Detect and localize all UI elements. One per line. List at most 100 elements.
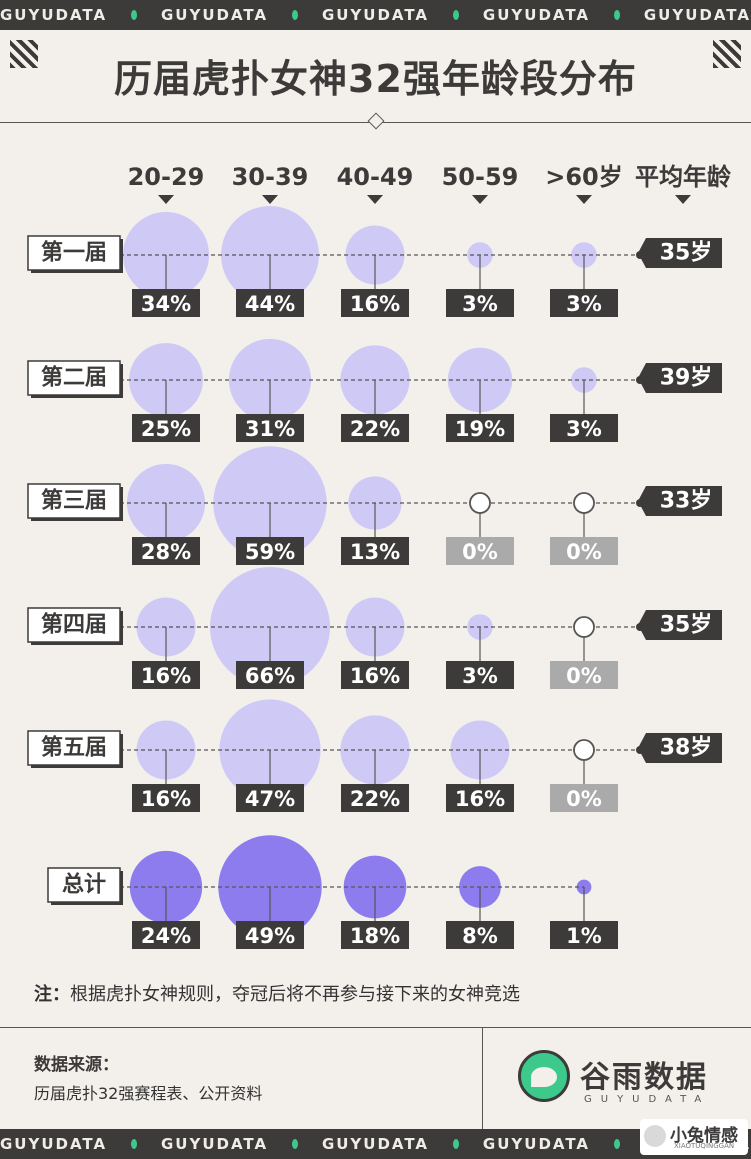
- value-label-bg: [236, 661, 304, 689]
- value-label-bg: [550, 784, 618, 812]
- dot-icon: [453, 1139, 459, 1149]
- value-label: 16%: [350, 664, 400, 688]
- value-label: 3%: [462, 292, 498, 316]
- value-label-bg: [341, 661, 409, 689]
- bottom-brand-band: GUYUDATA GUYUDATA GUYUDATA GUYUDATA GUYU…: [0, 1129, 751, 1159]
- value-label: 16%: [455, 787, 505, 811]
- row-label-box: [27, 235, 121, 271]
- average-tag: [638, 238, 722, 268]
- band-text: GUYUDATA: [160, 1135, 269, 1153]
- band-text: GUYUDATA: [0, 6, 108, 24]
- column-header: 50-59: [442, 163, 519, 191]
- value-label-bg: [341, 414, 409, 442]
- dot-icon: [614, 1139, 620, 1149]
- value-label-bg: [550, 537, 618, 565]
- average-value: 39岁: [660, 365, 713, 391]
- value-label-bg: [236, 289, 304, 317]
- watermark-text: 小兔情感: [670, 1126, 738, 1146]
- dot-icon: [131, 1139, 137, 1149]
- footnote: 注：根据虎扑女神规则，夺冠后将不再参与接下来的女神竞选: [34, 980, 520, 1006]
- value-label: 0%: [462, 540, 498, 564]
- value-label-bg: [550, 921, 618, 949]
- value-label-bg: [132, 921, 200, 949]
- arrow-down-icon: [262, 195, 278, 204]
- value-label: 16%: [141, 664, 191, 688]
- value-label-bg: [446, 537, 514, 565]
- value-label-bg: [550, 661, 618, 689]
- value-label-bg: [550, 414, 618, 442]
- top-brand-band: GUYUDATA GUYUDATA GUYUDATA GUYUDATA GUYU…: [0, 0, 751, 30]
- value-label: 66%: [245, 664, 295, 688]
- average-tag: [638, 363, 722, 393]
- row-label: 总计: [62, 872, 106, 898]
- dot-icon: [292, 10, 298, 20]
- average-tag: [638, 733, 722, 763]
- logo-name: 谷雨数据: [580, 1060, 708, 1095]
- row-label: 第二届: [41, 365, 107, 391]
- value-label-bg: [446, 921, 514, 949]
- value-label-bg: [236, 784, 304, 812]
- dot-icon: [453, 10, 459, 20]
- value-label: 3%: [566, 292, 602, 316]
- value-label: 1%: [566, 924, 602, 948]
- value-label: 31%: [245, 417, 295, 441]
- row-label: 第三届: [41, 488, 107, 514]
- face-icon: [644, 1125, 666, 1147]
- arrow-down-icon: [472, 195, 488, 204]
- empty-marker-icon: [573, 492, 595, 514]
- value-label: 25%: [141, 417, 191, 441]
- row-label-box: [27, 483, 121, 519]
- bubble-chart: 20-29 30-39 40-49 50-59 >60岁 平均年龄 34% 44% 16% 3% 3…: [27, 163, 732, 949]
- footnote-label: 注：: [34, 984, 70, 1005]
- value-label: 34%: [141, 292, 191, 316]
- value-label-bg: [341, 784, 409, 812]
- empty-marker-icon: [573, 616, 595, 638]
- value-label-bg: [446, 414, 514, 442]
- value-label-bg: [341, 921, 409, 949]
- value-label-bg: [341, 289, 409, 317]
- average-value: 35岁: [660, 612, 713, 638]
- value-label-bg: [132, 537, 200, 565]
- row-label-box: [27, 607, 121, 643]
- value-label-bg: [236, 921, 304, 949]
- arrow-down-icon: [367, 195, 383, 204]
- value-label: 59%: [245, 540, 295, 564]
- value-label-bg: [132, 661, 200, 689]
- value-label: 22%: [350, 417, 400, 441]
- watermark-subtext: XIAOTUQINGGAN: [674, 1142, 735, 1150]
- bird-logo-icon: [518, 1050, 570, 1102]
- value-label-bg: [446, 289, 514, 317]
- value-label-bg: [446, 784, 514, 812]
- value-label-bg: [132, 784, 200, 812]
- column-header: 20-29: [128, 163, 205, 191]
- dot-icon: [292, 1139, 298, 1149]
- value-label: 24%: [141, 924, 191, 948]
- value-label: 16%: [141, 787, 191, 811]
- page-title: 历届虎扑女神32强年龄段分布: [114, 57, 637, 101]
- band-text: GUYUDATA: [482, 6, 591, 24]
- value-label-bg: [446, 661, 514, 689]
- source-label: 数据来源：: [34, 1055, 119, 1075]
- value-label: 49%: [245, 924, 295, 948]
- arrow-down-icon: [675, 195, 691, 204]
- arrow-down-icon: [576, 195, 592, 204]
- value-label-bg: [132, 414, 200, 442]
- arrow-down-icon: [158, 195, 174, 204]
- row-label-box: [27, 730, 121, 766]
- value-label: 3%: [462, 664, 498, 688]
- column-header: 30-39: [232, 163, 309, 191]
- value-label-bg: [236, 414, 304, 442]
- value-label: 3%: [566, 417, 602, 441]
- band-text: GUYUDATA: [321, 1135, 430, 1153]
- value-label: 18%: [350, 924, 400, 948]
- band-text: GUYUDATA: [160, 6, 269, 24]
- value-label: 44%: [245, 292, 295, 316]
- footer-divider: [482, 1028, 483, 1130]
- band-text: GUYUDATA: [0, 1135, 108, 1153]
- band-text: GUYUDATA: [643, 6, 751, 24]
- band-text: GUYUDATA: [482, 1135, 591, 1153]
- value-label: 0%: [566, 540, 602, 564]
- average-value: 35岁: [660, 240, 713, 266]
- watermark: 小兔情感 XIAOTUQINGGAN: [640, 1119, 748, 1155]
- stripe-corner-icon: [713, 40, 741, 68]
